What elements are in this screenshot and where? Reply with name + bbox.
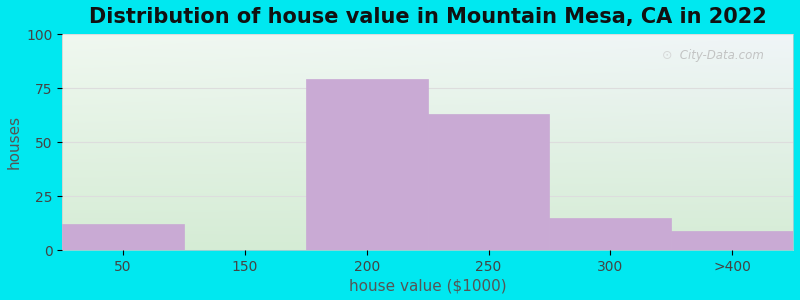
Text: City-Data.com: City-Data.com — [676, 49, 764, 62]
Bar — [306, 80, 428, 250]
Title: Distribution of house value in Mountain Mesa, CA in 2022: Distribution of house value in Mountain … — [89, 7, 766, 27]
Bar — [550, 218, 671, 250]
Bar — [671, 231, 793, 250]
Y-axis label: houses: houses — [7, 115, 22, 169]
Text: ⊙: ⊙ — [662, 49, 672, 62]
X-axis label: house value ($1000): house value ($1000) — [349, 278, 506, 293]
Bar — [428, 114, 550, 250]
Bar — [62, 224, 184, 250]
